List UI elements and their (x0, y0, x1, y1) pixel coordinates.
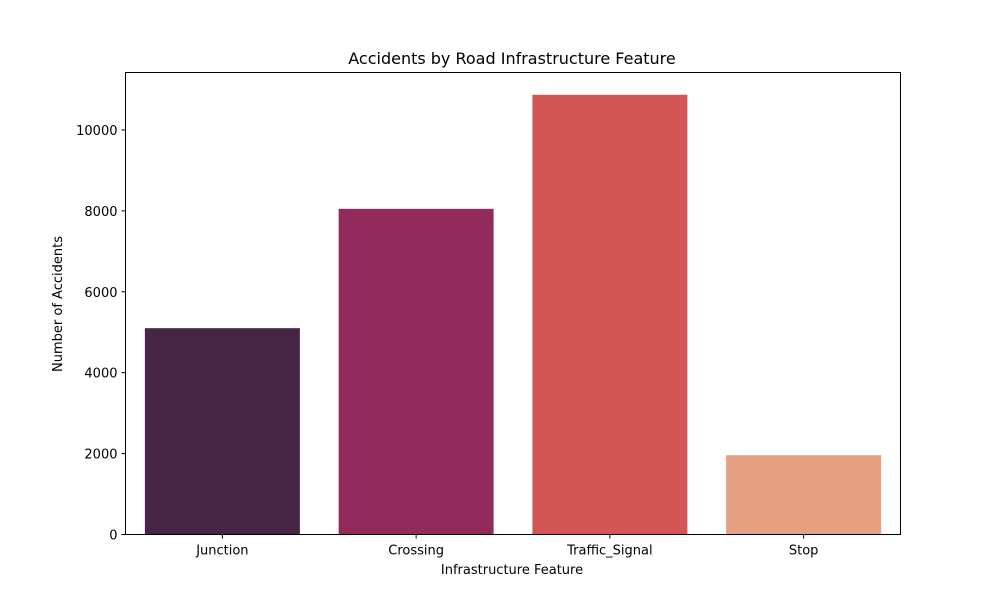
x-tick-label: Traffic_Signal (566, 544, 653, 559)
x-tick-label: Stop (789, 544, 819, 559)
chart-title: Accidents by Road Infrastructure Feature (348, 49, 676, 68)
bar-junction (144, 328, 300, 535)
y-tick-label: 8000 (84, 205, 117, 220)
y-axis-label: Number of Accidents (51, 236, 66, 372)
y-tick-label: 0 (109, 529, 117, 544)
x-tick-label: Crossing (388, 544, 444, 559)
y-tick-label: 4000 (84, 367, 117, 382)
plot-frame (125, 72, 901, 535)
y-tick-label: 2000 (84, 448, 117, 463)
bar-crossing (338, 208, 494, 535)
x-axis-label: Infrastructure Feature (441, 563, 583, 578)
bars-group (144, 94, 882, 535)
bar-stop (726, 455, 882, 535)
y-axis: 0 2000 4000 6000 8000 10000 (76, 124, 126, 544)
y-tick-label: 6000 (84, 286, 117, 301)
bar-traffic-signal (532, 94, 688, 535)
y-tick-label: 10000 (76, 124, 117, 139)
x-tick-label: Junction (195, 544, 248, 559)
x-axis: Junction Crossing Traffic_Signal Stop (195, 534, 819, 559)
